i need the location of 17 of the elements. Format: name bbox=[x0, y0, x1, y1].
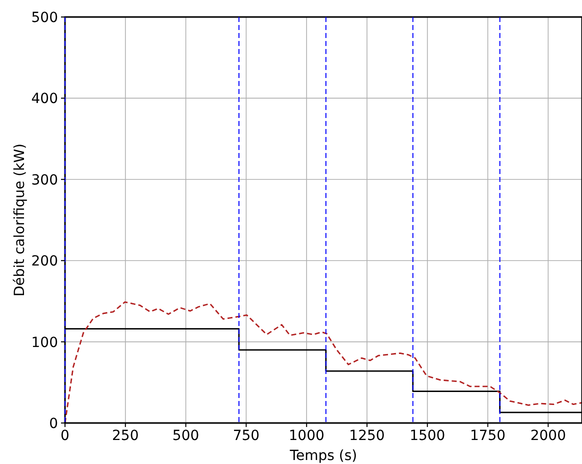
y-tick-label: 200 bbox=[31, 254, 58, 270]
y-tick-label: 300 bbox=[31, 172, 58, 188]
y-tick-label: 500 bbox=[31, 10, 58, 26]
y-axis-title: Débit calorifique (kW) bbox=[12, 143, 28, 297]
x-tick-label: 500 bbox=[172, 428, 200, 444]
x-tick-label: 2000 bbox=[530, 428, 566, 444]
y-tick-label: 100 bbox=[31, 334, 58, 351]
x-tick-label: 750 bbox=[232, 428, 260, 444]
x-tick-label: 1250 bbox=[349, 428, 385, 444]
y-tick-label: 0 bbox=[49, 416, 58, 432]
x-tick-label: 1500 bbox=[410, 428, 446, 444]
x-tick-label: 0 bbox=[60, 428, 70, 444]
x-axis-title: Temps (s) bbox=[288, 448, 358, 464]
y-tick-label: 400 bbox=[31, 91, 58, 108]
x-tick-label: 1000 bbox=[288, 428, 324, 444]
x-tick-label: 250 bbox=[112, 428, 139, 444]
x-tick-label: 1750 bbox=[470, 428, 506, 444]
